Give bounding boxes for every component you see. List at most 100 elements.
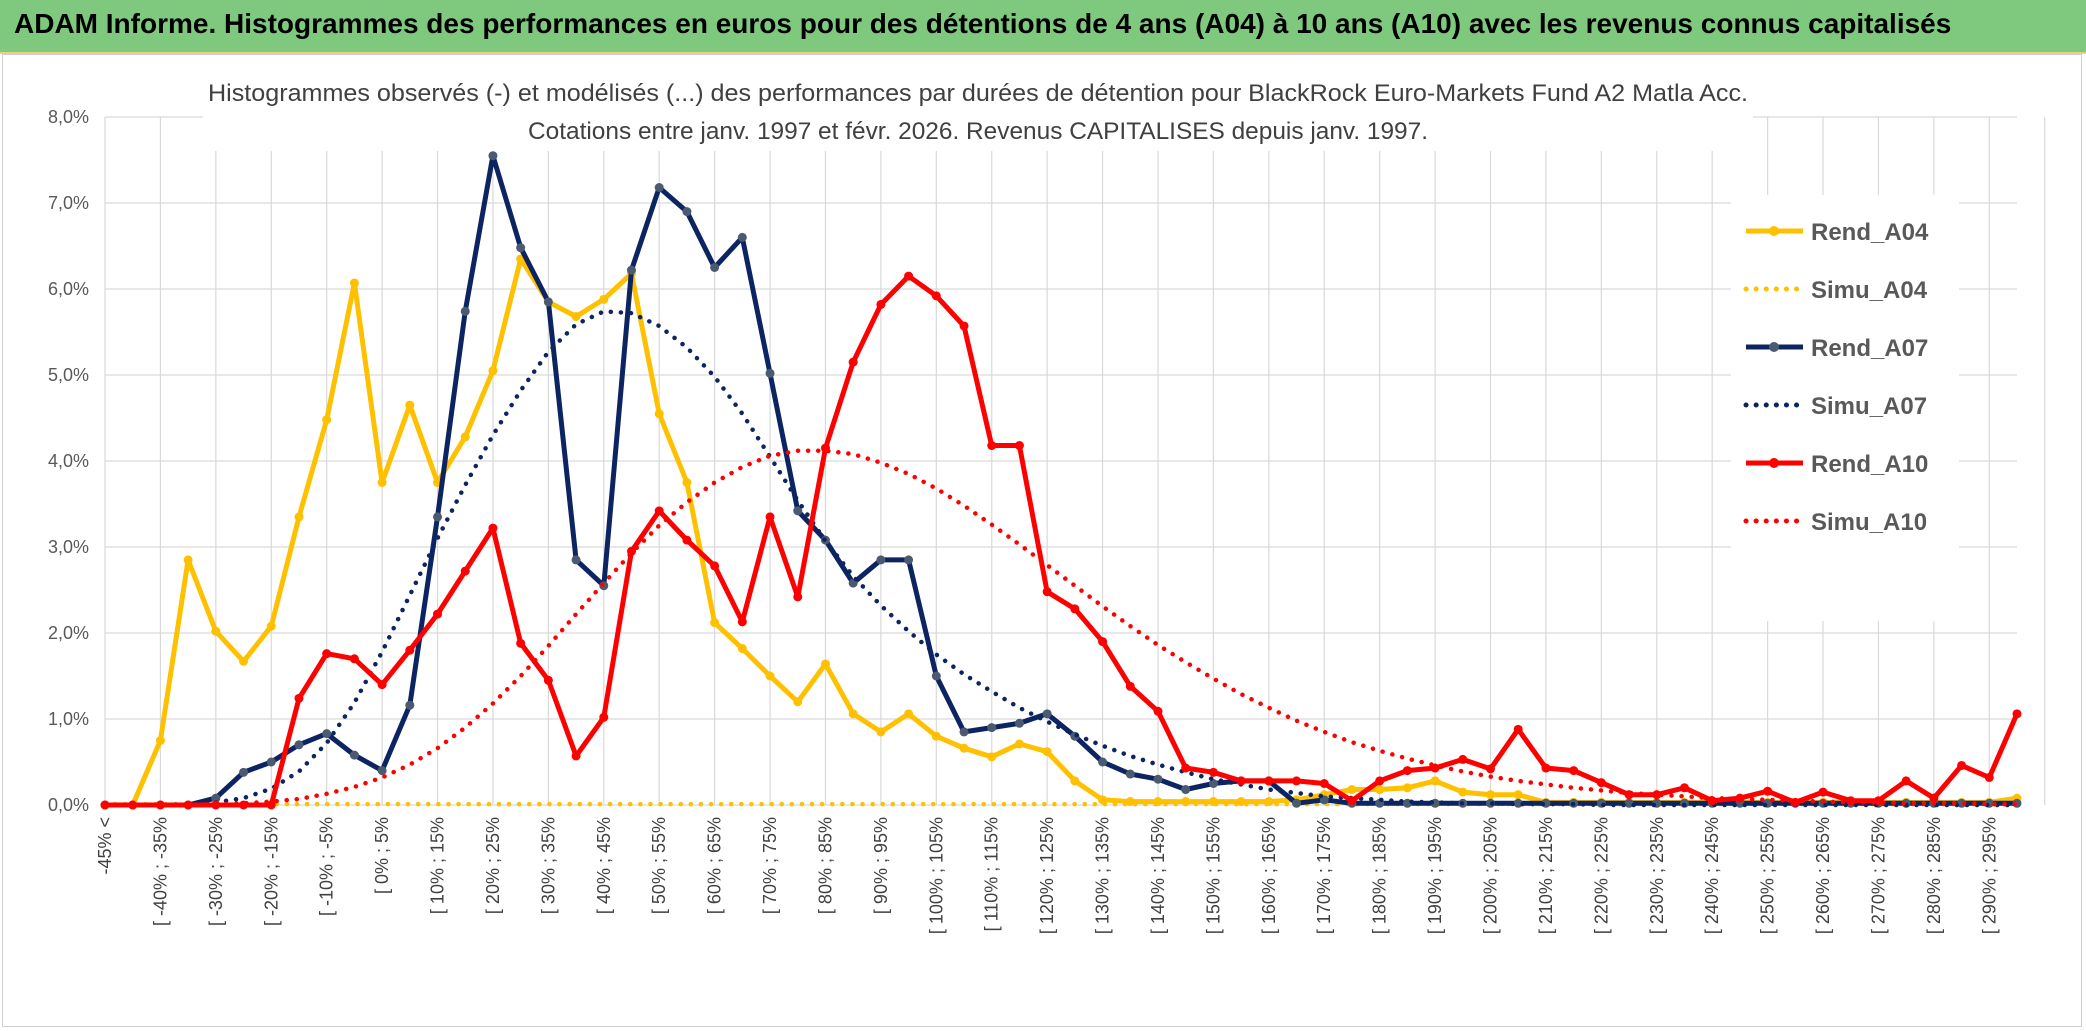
data-point [1181,785,1191,795]
data-point [266,800,276,810]
series-line [105,153,2017,808]
x-tick-label: [ 250% ; 255% [1758,817,1778,934]
data-point [1098,637,1108,647]
data-point [377,478,387,487]
data-point [1125,797,1135,807]
x-tick-label: [ -10% ; -5% [317,817,337,916]
data-point [239,767,249,777]
x-tick-label: [ 200% ; 205% [1481,817,1501,934]
x-tick-label: [ 270% ; 275% [1868,817,1888,934]
data-point [2012,709,2022,719]
data-point [266,621,276,631]
data-point [1042,747,1052,757]
data-point [1569,766,1579,776]
data-point [737,643,747,653]
data-point [1984,772,1994,782]
legend-label: Rend_A10 [1811,451,1928,478]
data-point [737,232,747,242]
data-point [987,441,997,451]
legend-label: Rend_A04 [1811,219,1929,246]
data-point [1541,763,1551,773]
data-point [793,506,803,516]
data-point [349,654,359,664]
data-point [765,512,775,522]
x-tick-label: [ 0% ; 5% [372,817,392,894]
x-tick-label: [ 220% ; 225% [1591,817,1611,934]
data-point [737,617,747,627]
y-tick-label: 1,0% [48,709,89,729]
page-title: ADAM Informe. Histogrammes des performan… [14,8,1952,39]
data-point [322,415,332,425]
legend-marker [1769,226,1779,236]
data-point [239,656,249,666]
data-point [1652,790,1662,800]
data-point [599,294,609,304]
x-axis-ticks: -45% < [ -40% ; -35% [ -30% ; -25% [ -20% ;… [95,817,1999,934]
data-point [848,357,858,367]
data-point [1153,706,1163,716]
data-point [765,368,775,378]
data-point [571,312,581,322]
data-point [1486,790,1496,800]
y-tick-label: 3,0% [48,537,89,557]
data-point [1292,776,1302,786]
data-point [405,700,415,710]
data-point [1402,783,1412,793]
data-point [488,151,498,161]
data-point [322,649,332,659]
chart-title-background [203,69,1753,151]
legend-label: Simu_A07 [1811,393,1927,420]
legend-label: Simu_A04 [1811,277,1928,304]
x-tick-label: [ 260% ; 265% [1813,817,1833,934]
data-point [1208,779,1218,788]
chart-title: Histogrammes observés (-) et modélisés (… [208,80,1748,107]
data-point [543,297,553,307]
data-point [1347,785,1357,795]
data-point [433,609,443,619]
data-point [1042,709,1052,719]
data-point [626,265,636,275]
data-point [931,671,941,681]
data-point [599,712,609,722]
data-point [571,751,581,761]
data-point [1070,604,1080,614]
data-point [1929,793,1939,803]
data-point [460,566,470,576]
data-point [183,555,193,565]
data-point [1430,776,1440,786]
legend-item-rend-a10: Rend_A10 [1746,451,1928,478]
y-tick-label: 8,0% [48,107,89,127]
grid [104,116,2046,806]
data-point [682,535,692,545]
data-point [1873,796,1883,806]
data-point [1513,790,1523,800]
data-point [1264,776,1274,786]
data-point [876,555,886,565]
data-point [682,478,692,487]
data-point [266,757,276,767]
x-tick-label: [ 80% ; 85% [815,817,835,914]
x-tick-label: [ 280% ; 285% [1924,817,1944,934]
data-point [516,243,526,253]
data-point [377,680,387,690]
x-tick-label: [ 70% ; 75% [760,817,780,914]
data-point [1624,798,1634,808]
data-point [1098,757,1108,767]
chart-subtitle: Cotations entre janv. 1997 et févr. 2026… [528,118,1428,145]
data-point [904,271,914,281]
series-simu-a07 [102,309,2020,808]
data-point [322,729,332,739]
data-point [710,263,720,272]
data-point [1014,739,1024,749]
x-tick-label: [ -40% ; -35% [150,817,170,926]
data-point [1375,785,1385,795]
legend-marker [1769,458,1779,468]
legend-label: Simu_A10 [1811,509,1927,536]
data-point [1513,724,1523,734]
data-point [1763,786,1773,796]
data-point [987,752,997,762]
data-point [1014,441,1024,451]
data-point [405,645,415,655]
data-point [876,727,886,737]
data-point [848,709,858,719]
